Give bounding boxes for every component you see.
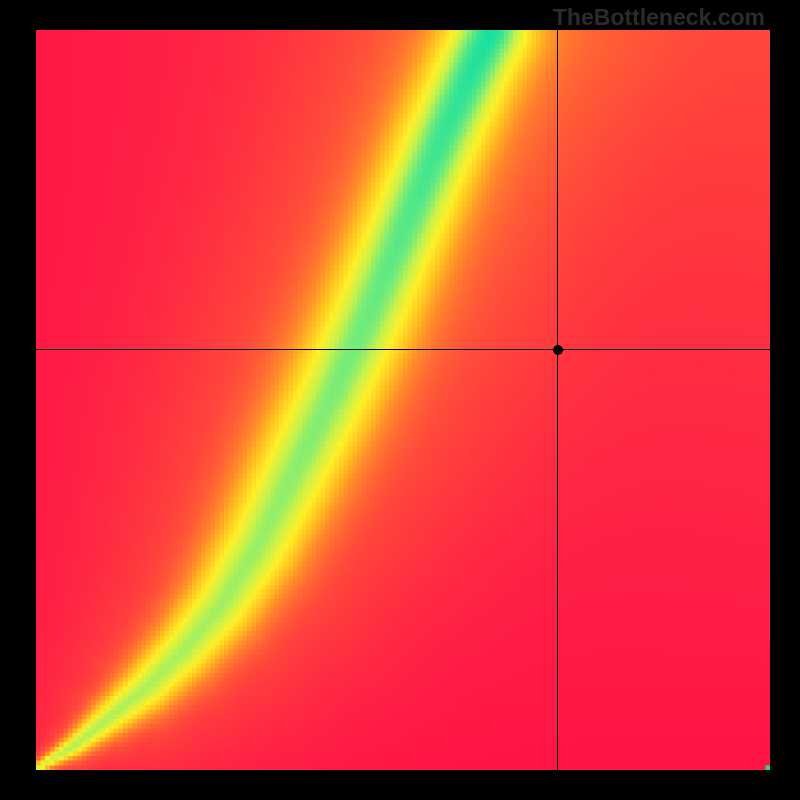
crosshair-horizontal [36,349,770,350]
crosshair-vertical [557,30,558,770]
marker-point [553,345,563,355]
watermark-text: TheBottleneck.com [553,4,765,31]
heatmap-canvas [36,30,770,770]
